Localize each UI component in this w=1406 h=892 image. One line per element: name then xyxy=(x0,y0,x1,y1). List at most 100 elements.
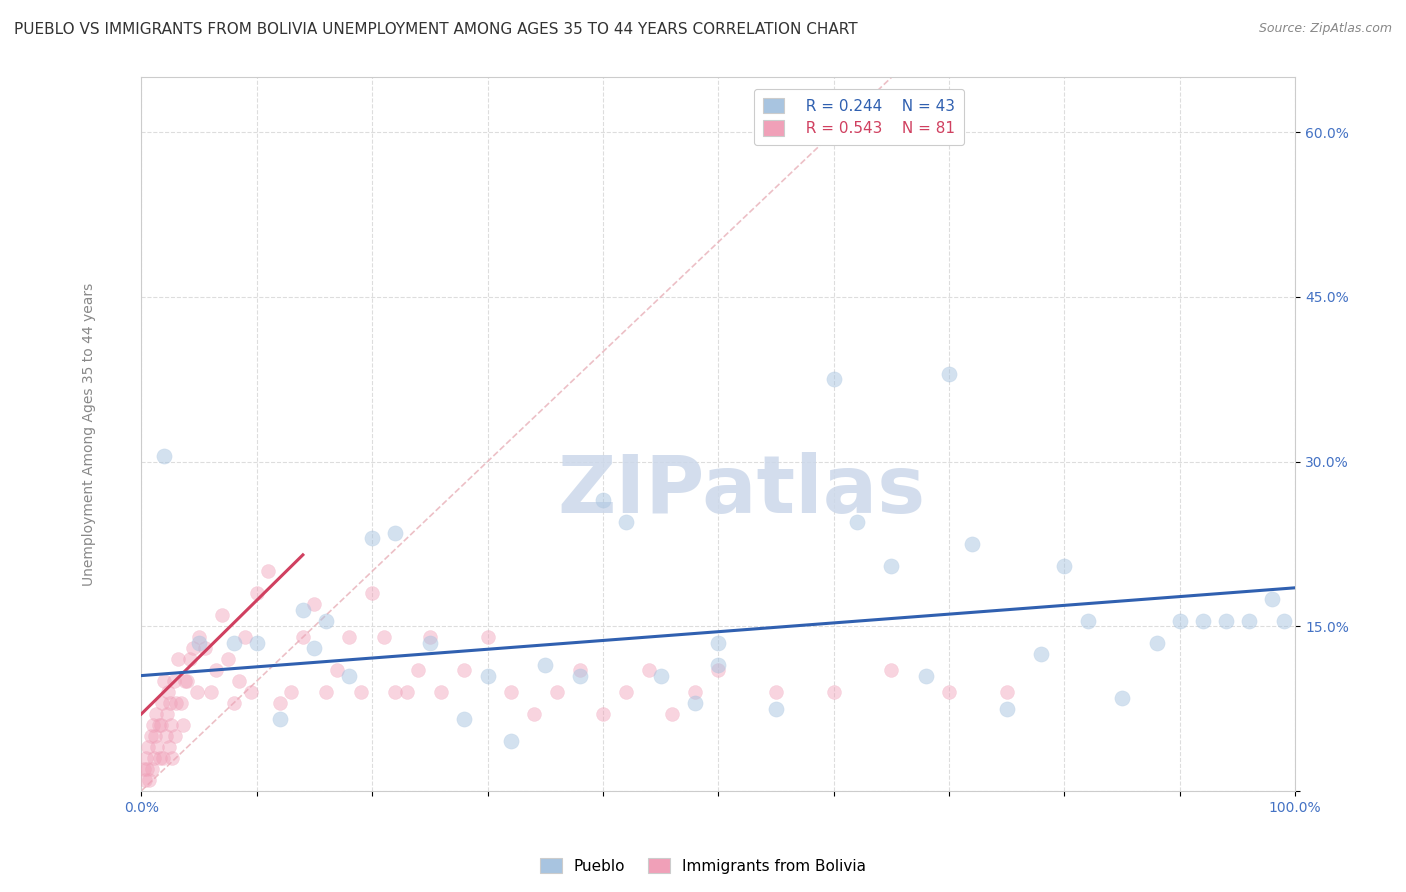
Point xyxy=(1272,614,1295,628)
Point xyxy=(477,668,499,682)
Point xyxy=(349,685,371,699)
Point xyxy=(1215,614,1237,628)
Point xyxy=(499,734,522,748)
Point xyxy=(138,772,160,787)
Point xyxy=(638,663,661,677)
Point xyxy=(765,701,787,715)
Point xyxy=(614,685,637,699)
Point xyxy=(326,663,349,677)
Point xyxy=(200,685,222,699)
Point xyxy=(419,635,441,649)
Point xyxy=(172,718,194,732)
Point xyxy=(683,685,706,699)
Point xyxy=(233,630,256,644)
Point xyxy=(419,630,441,644)
Text: Unemployment Among Ages 35 to 44 years: Unemployment Among Ages 35 to 44 years xyxy=(83,283,97,586)
Point xyxy=(150,696,173,710)
Point xyxy=(395,685,418,699)
Point xyxy=(135,751,157,765)
Point xyxy=(157,739,180,754)
Point xyxy=(246,635,269,649)
Point xyxy=(159,696,181,710)
Point xyxy=(188,630,211,644)
Point xyxy=(1111,690,1133,705)
Point xyxy=(361,586,384,600)
Point xyxy=(592,706,614,721)
Point xyxy=(960,537,983,551)
Legend: Pueblo, Immigrants from Bolivia: Pueblo, Immigrants from Bolivia xyxy=(534,852,872,880)
Point xyxy=(430,685,453,699)
Point xyxy=(143,751,166,765)
Point xyxy=(915,668,938,682)
Point xyxy=(143,729,166,743)
Point xyxy=(823,685,845,699)
Point xyxy=(141,762,163,776)
Point xyxy=(361,532,384,546)
Point xyxy=(188,635,211,649)
Point xyxy=(384,525,406,540)
Point xyxy=(228,674,250,689)
Point xyxy=(995,685,1018,699)
Point xyxy=(134,772,156,787)
Point xyxy=(148,718,170,732)
Point xyxy=(205,663,228,677)
Point xyxy=(1031,647,1053,661)
Point xyxy=(707,635,730,649)
Point xyxy=(257,565,280,579)
Point xyxy=(315,685,337,699)
Point xyxy=(650,668,672,682)
Point xyxy=(546,685,568,699)
Point xyxy=(179,652,201,666)
Point xyxy=(1146,635,1168,649)
Point xyxy=(800,98,823,112)
Point xyxy=(165,696,187,710)
Point xyxy=(453,713,475,727)
Point xyxy=(162,751,184,765)
Point xyxy=(156,706,179,721)
Point xyxy=(156,685,179,699)
Point xyxy=(995,701,1018,715)
Point xyxy=(246,586,269,600)
Point xyxy=(163,674,186,689)
Point xyxy=(132,762,155,776)
Point xyxy=(707,663,730,677)
Point xyxy=(453,663,475,677)
Point xyxy=(1192,614,1215,628)
Point xyxy=(707,657,730,672)
Point xyxy=(534,657,557,672)
Point xyxy=(169,696,191,710)
Point xyxy=(155,729,177,743)
Point xyxy=(152,751,174,765)
Point xyxy=(139,729,162,743)
Point xyxy=(337,668,360,682)
Point xyxy=(269,713,291,727)
Point xyxy=(880,558,903,573)
Point xyxy=(176,674,198,689)
Point xyxy=(523,706,546,721)
Point xyxy=(145,706,167,721)
Point xyxy=(153,674,176,689)
Point xyxy=(136,762,159,776)
Point xyxy=(592,493,614,508)
Legend:   R = 0.244    N = 43,   R = 0.543    N = 81: R = 0.244 N = 43, R = 0.543 N = 81 xyxy=(754,88,965,145)
Point xyxy=(337,630,360,644)
Point xyxy=(146,739,169,754)
Point xyxy=(149,751,172,765)
Point xyxy=(163,729,186,743)
Point xyxy=(304,597,326,611)
Point xyxy=(136,739,159,754)
Point xyxy=(568,663,591,677)
Point xyxy=(174,674,197,689)
Point xyxy=(845,515,868,529)
Point xyxy=(217,652,239,666)
Point xyxy=(1076,614,1098,628)
Point xyxy=(181,641,204,656)
Point xyxy=(683,696,706,710)
Point xyxy=(406,663,429,677)
Point xyxy=(384,685,406,699)
Point xyxy=(938,367,960,381)
Point xyxy=(568,668,591,682)
Point xyxy=(1261,591,1284,606)
Point xyxy=(1237,614,1260,628)
Point xyxy=(153,449,176,463)
